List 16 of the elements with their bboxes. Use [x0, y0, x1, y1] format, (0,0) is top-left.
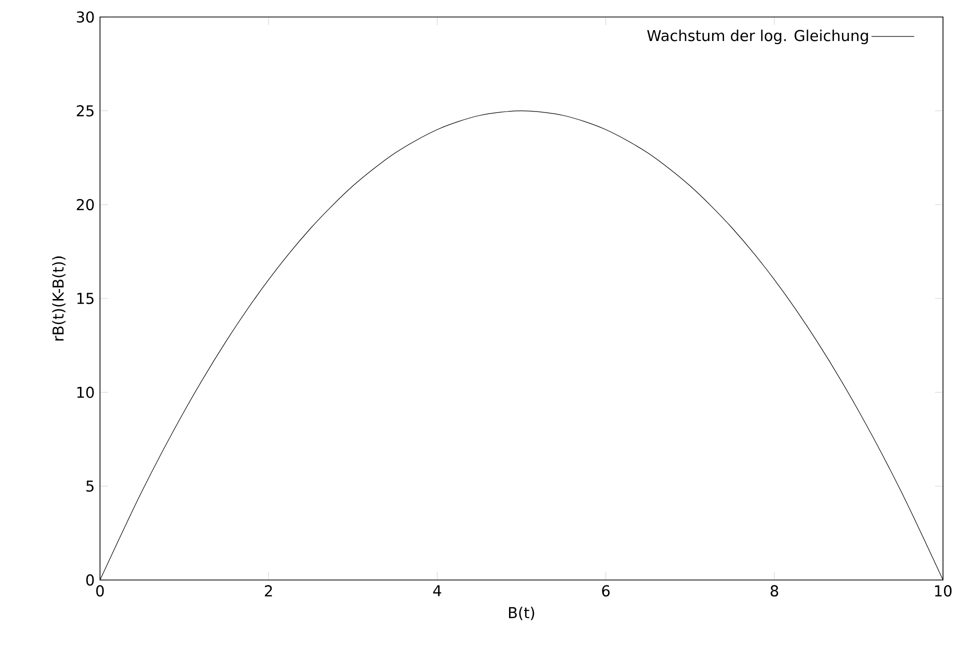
y-tick-label: 15: [77, 292, 94, 304]
x-tick-label: 10: [935, 585, 952, 597]
y-tick-label: 5: [86, 480, 94, 492]
x-axis-title: B(t): [509, 606, 534, 620]
y-tick-label: 0: [86, 574, 94, 586]
y-tick-label: 20: [76, 198, 94, 210]
x-tick-label: 0: [96, 585, 104, 597]
x-tick-label: 6: [602, 585, 610, 597]
x-tick-label: 2: [264, 585, 272, 596]
y-axis-title: rB(t)(K-B(t)): [52, 256, 66, 341]
x-tick-label: 8: [770, 585, 778, 597]
legend-label: Wachstum der log. Gleichung: [647, 30, 868, 44]
x-tick-label: 4: [433, 585, 442, 596]
y-tick-label: 10: [77, 386, 94, 398]
y-tick-label: 30: [76, 11, 94, 23]
y-tick-label: 25: [76, 105, 94, 117]
